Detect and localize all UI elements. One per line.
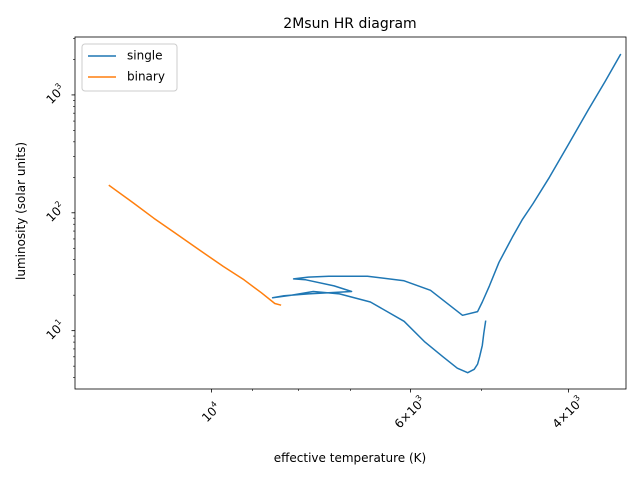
legend-label-single: single — [127, 49, 163, 63]
chart-title: 2Msun HR diagram — [283, 16, 416, 32]
y-tick-label: 103 — [42, 81, 68, 107]
legend: single binary — [81, 43, 178, 92]
y-axis-label: luminosity (solar units) — [14, 142, 28, 280]
x-tick-label: 4×103 — [548, 393, 586, 431]
plot-area: 101 102 103 104 6×103 4×103 — [42, 36, 627, 431]
series-line-binary — [108, 184, 282, 306]
x-tick-label: 104 — [198, 399, 224, 425]
x-axis-label: effective temperature (K) — [274, 451, 426, 465]
x-tick-label: 6×103 — [390, 393, 428, 431]
y-tick-label: 101 — [42, 317, 68, 343]
series-line-single — [271, 53, 622, 374]
y-tick-label: 102 — [42, 199, 68, 225]
legend-label-binary: binary — [127, 70, 165, 84]
